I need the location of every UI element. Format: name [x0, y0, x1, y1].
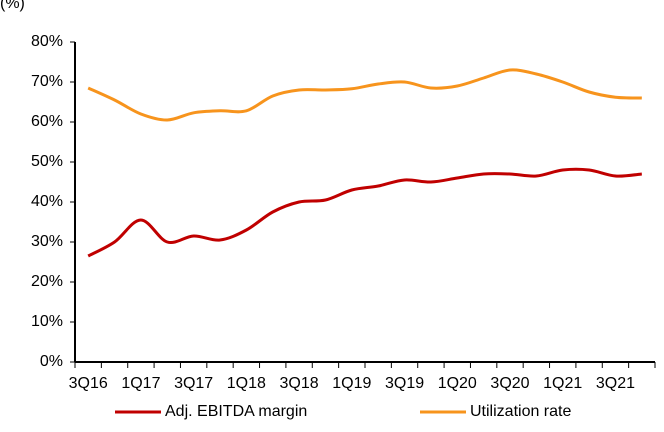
y-tick-label: 20%: [31, 273, 63, 290]
x-tick-label: 3Q18: [280, 375, 319, 392]
x-tick-label: 3Q19: [385, 375, 424, 392]
y-tick-label: 70%: [31, 73, 63, 90]
legend-label: Utilization rate: [470, 403, 571, 420]
y-axis-label: (%): [0, 0, 25, 12]
x-tick-label: 1Q21: [543, 375, 582, 392]
x-tick-label: 1Q19: [332, 375, 371, 392]
legend-label: Adj. EBITDA margin: [165, 403, 307, 420]
x-tick-label: 3Q17: [174, 375, 213, 392]
series-line: [87, 68, 642, 122]
y-tick-label: 80%: [31, 33, 63, 50]
x-tick-label: 3Q16: [69, 375, 108, 392]
series-line: [87, 167, 642, 258]
y-tick-label: 60%: [31, 113, 63, 130]
y-tick-label: 10%: [31, 313, 63, 330]
y-tick-label: 30%: [31, 233, 63, 250]
y-tick-label: 50%: [31, 153, 63, 170]
x-tick-label: 1Q18: [227, 375, 266, 392]
x-tick-label: 1Q20: [438, 375, 477, 392]
x-tick-label: 1Q17: [121, 375, 160, 392]
y-tick-label: 0%: [40, 353, 63, 370]
y-tick-label: 40%: [31, 193, 63, 210]
x-tick-label: 3Q21: [596, 375, 635, 392]
x-tick-label: 3Q20: [490, 375, 529, 392]
